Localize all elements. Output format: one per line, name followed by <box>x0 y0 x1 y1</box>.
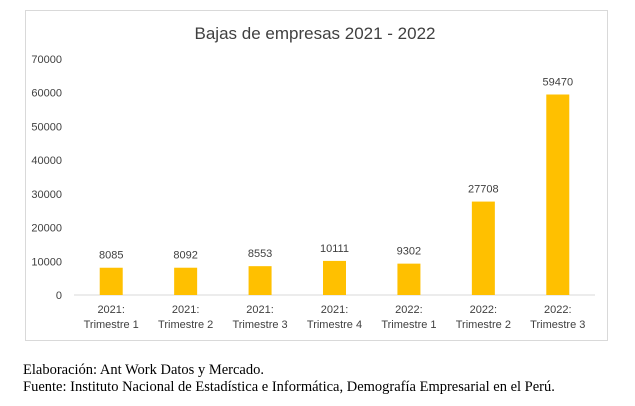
y-tick-label: 70000 <box>31 54 62 66</box>
x-axis-ticks: 2021: Trimestre 1 2021: Trimestre 2 2021: Tri… <box>84 304 586 331</box>
data-label: 8085 <box>99 250 123 262</box>
bar <box>248 266 272 295</box>
bar <box>323 260 346 295</box>
bar <box>174 267 198 295</box>
y-tick-label: 30000 <box>31 189 62 201</box>
data-label: 59470 <box>542 77 573 89</box>
data-label: 8092 <box>173 250 197 262</box>
x-tick-label: 2022: Trimestre 2 <box>456 304 511 331</box>
data-label: 8553 <box>248 248 272 260</box>
y-tick-label: 0 <box>56 290 62 302</box>
x-tick-label: 2021: Trimestre 4 <box>307 304 362 331</box>
y-tick-label: 10000 <box>31 256 62 268</box>
data-labels: 8085 8092 8553 10111 9302 27708 59470 <box>99 77 573 262</box>
notes: Elaboración: Ant Work Datos y Mercado. F… <box>23 362 555 396</box>
bar <box>546 94 570 295</box>
y-tick-label: 40000 <box>31 155 62 167</box>
source-note: Fuente: Instituto Nacional de Estadístic… <box>23 379 555 395</box>
bars <box>99 94 570 295</box>
data-label: 9302 <box>397 246 421 258</box>
chart-title: Bajas de empresas 2021 - 2022 <box>195 24 436 43</box>
x-tick-label: 2021: Trimestre 2 <box>158 304 213 331</box>
x-tick-label: 2022: Trimestre 1 <box>381 304 436 331</box>
bar <box>471 201 495 295</box>
x-tick-label: 2021: Trimestre 1 <box>84 304 139 331</box>
x-tick-label: 2022: Trimestre 3 <box>530 304 585 331</box>
bar <box>397 263 421 295</box>
data-label: 27708 <box>468 184 499 196</box>
bar <box>99 267 123 295</box>
y-tick-label: 60000 <box>31 88 62 100</box>
x-tick-label: 2021: Trimestre 3 <box>232 304 287 331</box>
y-tick-label: 20000 <box>31 223 62 235</box>
y-axis-ticks: 0 10000 20000 30000 40000 50000 60000 70000 <box>31 54 62 302</box>
elaboracion-note: Elaboración: Ant Work Datos y Mercado. <box>23 362 264 378</box>
y-tick-label: 50000 <box>31 121 62 133</box>
data-label: 10111 <box>320 243 349 255</box>
